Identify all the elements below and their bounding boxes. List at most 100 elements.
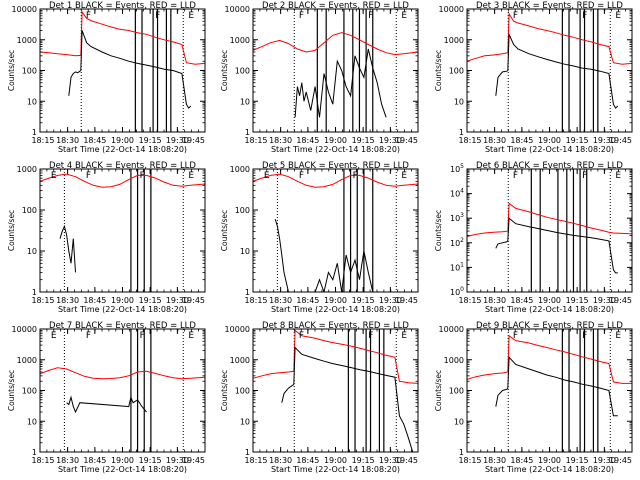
interval-marker-label: F bbox=[140, 331, 145, 341]
plot-area bbox=[40, 169, 205, 292]
x-tick-label: 19:30 bbox=[379, 136, 402, 145]
lld-series-line bbox=[467, 202, 632, 237]
lld-series-line bbox=[40, 10, 205, 65]
plot-area bbox=[467, 329, 632, 452]
y-tick-label: 1 bbox=[245, 448, 250, 457]
lld-series-line bbox=[467, 12, 632, 65]
interval-marker-label: F bbox=[353, 171, 358, 181]
interval-marker-label: E bbox=[615, 11, 621, 21]
interval-marker-label: F bbox=[299, 11, 304, 21]
x-tick-label: 19:45 bbox=[395, 296, 418, 305]
interval-marker-label: F bbox=[368, 11, 373, 21]
x-tick-label: 18:15 bbox=[244, 456, 267, 465]
interval-marker-label: F bbox=[299, 331, 304, 341]
y-tick-label: 100 bbox=[449, 67, 464, 76]
y-tick-label: 100 bbox=[235, 67, 250, 76]
x-tick-label: 19:45 bbox=[609, 456, 632, 465]
panel-title: Det 8 BLACK = Events, RED = LLD bbox=[262, 321, 409, 331]
y-tick-label: 1 bbox=[32, 448, 37, 457]
y-axis-label: Counts/sec bbox=[220, 370, 229, 411]
x-tick-label: 19:00 bbox=[111, 136, 134, 145]
y-tick-label: 1000 bbox=[17, 356, 37, 365]
y-tick-label: 102 bbox=[450, 237, 464, 248]
x-tick-label: 18:30 bbox=[56, 136, 79, 145]
interval-marker-label: F bbox=[582, 331, 587, 341]
y-tick-label: 1000 bbox=[17, 36, 37, 45]
x-axis-label: Start Time (22-Oct-14 18:08:20) bbox=[485, 465, 614, 474]
x-tick-label: 19:45 bbox=[182, 296, 205, 305]
x-tick-label: 19:00 bbox=[324, 136, 347, 145]
x-tick-label: 18:15 bbox=[31, 296, 54, 305]
panel-title: Det 5 BLACK = Events, RED = LLD bbox=[262, 161, 409, 171]
x-tick-label: 19:15 bbox=[352, 456, 375, 465]
x-axis-label: Start Time (22-Oct-14 18:08:20) bbox=[271, 145, 400, 154]
y-tick-label: 100 bbox=[22, 206, 37, 215]
x-tick-label: 18:15 bbox=[31, 456, 54, 465]
y-tick-label: 10000 bbox=[225, 325, 250, 334]
y-tick-label: 100 bbox=[22, 67, 37, 76]
plot-area bbox=[253, 169, 418, 292]
x-axis-label: Start Time (22-Oct-14 18:08:20) bbox=[271, 465, 400, 474]
interval-marker-label: E bbox=[401, 11, 407, 21]
x-tick-label: 18:15 bbox=[458, 296, 481, 305]
y-tick-label: 1 bbox=[459, 128, 464, 137]
x-tick-label: 19:15 bbox=[139, 136, 162, 145]
y-tick-label: 1 bbox=[245, 128, 250, 137]
interval-marker-label: F bbox=[86, 331, 91, 341]
x-tick-label: 18:45 bbox=[296, 296, 319, 305]
x-tick-label: 19:00 bbox=[111, 456, 134, 465]
y-tick-label: 10 bbox=[240, 247, 250, 256]
interval-marker-label: E bbox=[188, 331, 194, 341]
y-tick-label: 1000 bbox=[230, 356, 250, 365]
x-tick-label: 19:30 bbox=[593, 296, 616, 305]
x-tick-label: 19:30 bbox=[593, 456, 616, 465]
panel-title: Det 3 BLACK = Events, RED = LLD bbox=[476, 1, 623, 11]
y-tick-label: 101 bbox=[450, 261, 464, 272]
x-tick-label: 19:45 bbox=[182, 136, 205, 145]
x-tick-label: 18:45 bbox=[510, 136, 533, 145]
x-tick-label: 19:30 bbox=[166, 296, 189, 305]
lld-series-line bbox=[253, 329, 418, 384]
x-tick-label: 18:30 bbox=[483, 456, 506, 465]
x-tick-label: 18:30 bbox=[483, 296, 506, 305]
y-axis-label: Counts/sec bbox=[7, 210, 16, 251]
y-tick-label: 1 bbox=[32, 128, 37, 137]
y-tick-label: 100 bbox=[449, 387, 464, 396]
x-tick-label: 19:15 bbox=[566, 296, 589, 305]
y-axis-label: Counts/sec bbox=[7, 50, 16, 91]
x-tick-label: 19:15 bbox=[139, 456, 162, 465]
x-tick-label: 18:45 bbox=[83, 136, 106, 145]
x-tick-label: 18:30 bbox=[56, 456, 79, 465]
y-tick-label: 103 bbox=[450, 212, 464, 223]
x-tick-label: 19:45 bbox=[395, 136, 418, 145]
y-tick-label: 10 bbox=[454, 97, 464, 106]
x-axis-label: Start Time (22-Oct-14 18:08:20) bbox=[271, 305, 400, 314]
x-tick-label: 18:45 bbox=[83, 296, 106, 305]
interval-marker-label: F bbox=[86, 171, 91, 181]
interval-marker-label: F bbox=[299, 171, 304, 181]
panel-title: Det 7 BLACK = Events, RED = LLD bbox=[49, 321, 196, 331]
x-tick-label: 18:30 bbox=[269, 456, 292, 465]
y-tick-label: 1 bbox=[459, 448, 464, 457]
x-tick-label: 19:30 bbox=[166, 456, 189, 465]
x-tick-label: 19:00 bbox=[538, 136, 561, 145]
y-tick-label: 10000 bbox=[12, 5, 37, 14]
interval-marker-label: F bbox=[513, 171, 518, 181]
y-tick-label: 100 bbox=[235, 387, 250, 396]
plot-area bbox=[467, 169, 632, 292]
lld-series-line bbox=[40, 173, 205, 188]
x-tick-label: 19:15 bbox=[352, 136, 375, 145]
y-tick-label: 105 bbox=[450, 163, 464, 174]
interval-marker-label: E bbox=[188, 11, 194, 21]
events-series-line bbox=[495, 34, 619, 109]
interval-marker-label: E bbox=[51, 171, 57, 181]
lld-series-line bbox=[467, 334, 632, 384]
y-tick-label: 10000 bbox=[12, 325, 37, 334]
events-series-line bbox=[59, 224, 76, 273]
y-axis-label: Counts/sec bbox=[7, 370, 16, 411]
